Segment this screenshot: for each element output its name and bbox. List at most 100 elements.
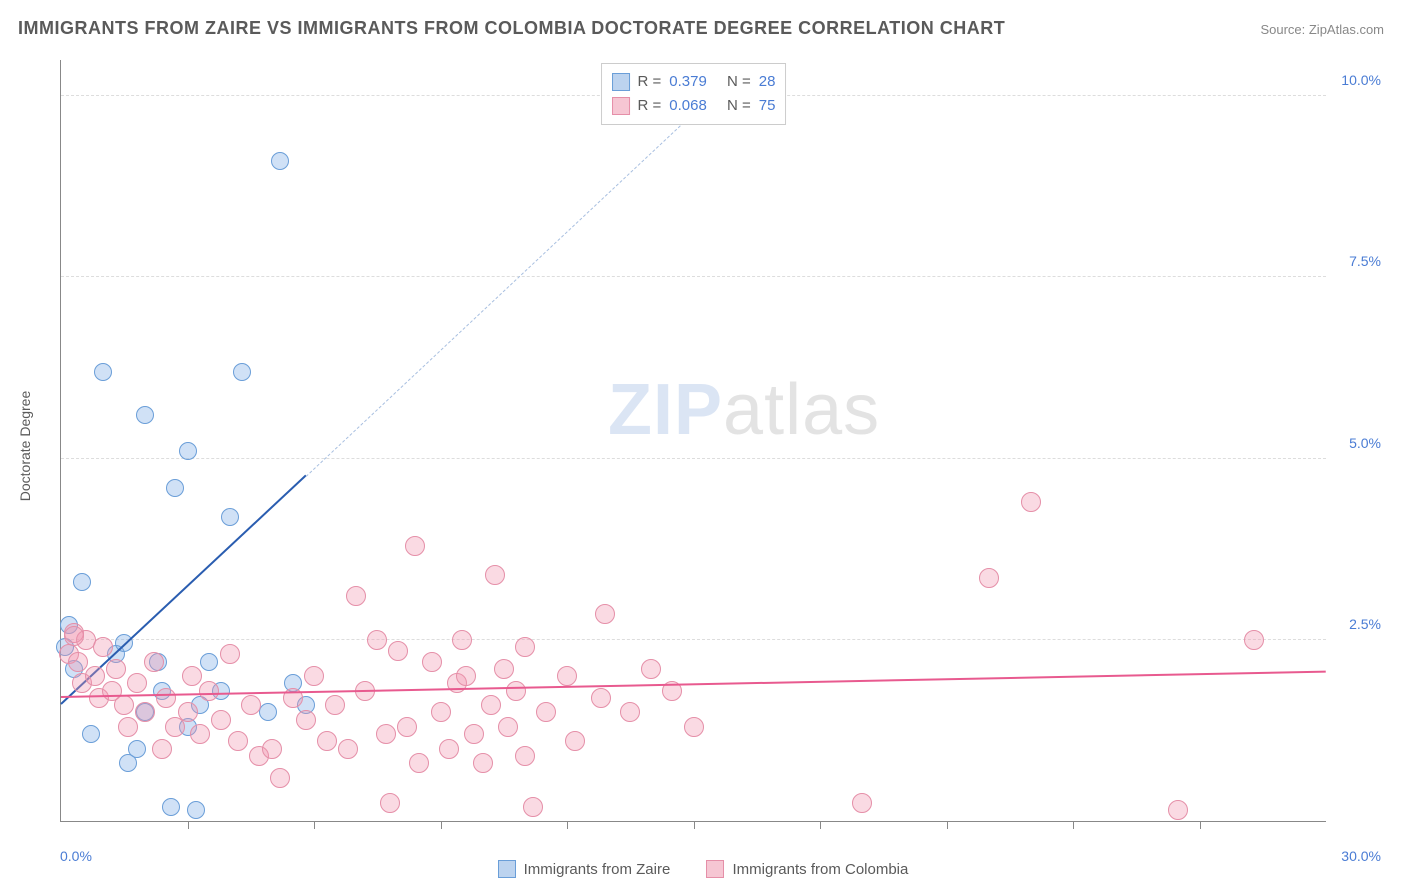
data-point <box>439 739 459 759</box>
swatch-zaire-icon <box>498 860 516 878</box>
data-point <box>397 717 417 737</box>
data-point <box>1168 800 1188 820</box>
data-point <box>852 793 872 813</box>
data-point <box>211 710 231 730</box>
data-point <box>144 652 164 672</box>
data-point <box>481 695 501 715</box>
data-point <box>376 724 396 744</box>
data-point <box>422 652 442 672</box>
swatch-zaire <box>612 73 630 91</box>
data-point <box>979 568 999 588</box>
watermark-prefix: ZIP <box>608 370 723 450</box>
data-point <box>152 739 172 759</box>
swatch-colombia <box>612 97 630 115</box>
data-point <box>515 637 535 657</box>
data-point <box>591 688 611 708</box>
data-point <box>317 731 337 751</box>
grid-line <box>61 276 1326 277</box>
data-point <box>409 753 429 773</box>
data-point <box>388 641 408 661</box>
data-point <box>620 702 640 722</box>
data-point <box>1021 492 1041 512</box>
data-point <box>68 652 88 672</box>
data-point <box>178 702 198 722</box>
data-point <box>179 442 197 460</box>
data-point <box>270 768 290 788</box>
data-point <box>221 508 239 526</box>
data-point <box>405 536 425 556</box>
data-point <box>684 717 704 737</box>
data-point <box>536 702 556 722</box>
trend-line <box>61 670 1326 697</box>
legend-item-colombia: Immigrants from Colombia <box>706 860 908 878</box>
data-point <box>233 363 251 381</box>
correlation-legend: R = 0.379 N = 28 R = 0.068 N = 75 <box>601 63 787 125</box>
grid-line <box>61 458 1326 459</box>
x-tick <box>694 821 695 829</box>
data-point <box>452 630 472 650</box>
y-tick-label: 5.0% <box>1349 435 1381 451</box>
data-point <box>127 673 147 693</box>
trend-line-dashed <box>305 81 727 477</box>
data-point <box>296 710 316 730</box>
data-point <box>114 695 134 715</box>
data-point <box>85 666 105 686</box>
x-tick <box>567 821 568 829</box>
y-tick-label: 2.5% <box>1349 616 1381 632</box>
legend-label-colombia: Immigrants from Colombia <box>732 861 908 878</box>
data-point <box>338 739 358 759</box>
data-point <box>64 626 84 646</box>
y-tick-label: 10.0% <box>1341 72 1381 88</box>
r-value-zaire: 0.379 <box>669 70 707 94</box>
n-value-colombia: 75 <box>759 94 776 118</box>
series-legend: Immigrants from Zaire Immigrants from Co… <box>0 860 1406 882</box>
x-tick <box>188 821 189 829</box>
n-value-zaire: 28 <box>759 70 776 94</box>
data-point <box>641 659 661 679</box>
x-tick <box>441 821 442 829</box>
watermark-suffix: atlas <box>723 370 880 450</box>
data-point <box>515 746 535 766</box>
n-label: N = <box>727 70 751 94</box>
data-point <box>156 688 176 708</box>
x-tick <box>947 821 948 829</box>
data-point <box>325 695 345 715</box>
watermark: ZIPatlas <box>608 369 880 451</box>
data-point <box>162 798 180 816</box>
data-point <box>220 644 240 664</box>
data-point <box>166 479 184 497</box>
data-point <box>1244 630 1264 650</box>
x-tick <box>314 821 315 829</box>
plot-region: ZIPatlas R = 0.379 N = 28 R = 0.068 N = … <box>60 60 1326 822</box>
source-label: Source: ZipAtlas.com <box>1260 22 1384 37</box>
data-point <box>523 797 543 817</box>
data-point <box>464 724 484 744</box>
y-tick-label: 7.5% <box>1349 253 1381 269</box>
x-tick <box>1073 821 1074 829</box>
legend-row-zaire: R = 0.379 N = 28 <box>612 70 776 94</box>
legend-label-zaire: Immigrants from Zaire <box>524 861 671 878</box>
data-point <box>94 363 112 381</box>
data-point <box>73 573 91 591</box>
data-point <box>498 717 518 737</box>
data-point <box>136 406 154 424</box>
data-point <box>485 565 505 585</box>
data-point <box>199 681 219 701</box>
data-point <box>128 740 146 758</box>
data-point <box>494 659 514 679</box>
data-point <box>473 753 493 773</box>
data-point <box>200 653 218 671</box>
data-point <box>380 793 400 813</box>
x-tick <box>820 821 821 829</box>
data-point <box>228 731 248 751</box>
x-tick <box>1200 821 1201 829</box>
data-point <box>557 666 577 686</box>
data-point <box>106 659 126 679</box>
data-point <box>187 801 205 819</box>
n-label: N = <box>727 94 751 118</box>
data-point <box>431 702 451 722</box>
data-point <box>259 703 277 721</box>
data-point <box>118 717 138 737</box>
data-point <box>271 152 289 170</box>
data-point <box>304 666 324 686</box>
